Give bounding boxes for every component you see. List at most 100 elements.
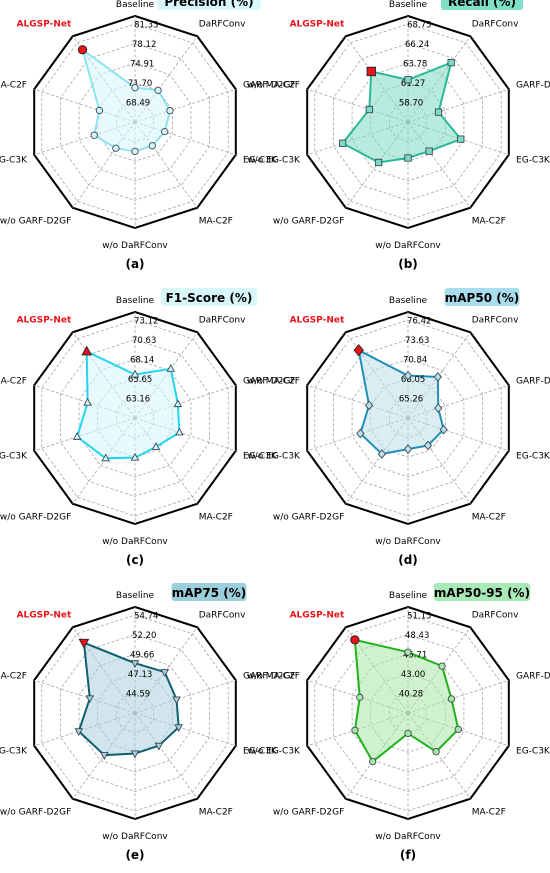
radar-axis-label: w/o EG-C3K bbox=[0, 747, 28, 757]
radar-tick-label: 68.49 bbox=[126, 99, 150, 109]
radar-axis-label: w/o GARF-D2GF bbox=[273, 513, 344, 523]
radar-point-baseline bbox=[130, 660, 140, 668]
chart-title: mAP50 (%) bbox=[445, 291, 519, 305]
radar-axis-label: w/o DaRFConv bbox=[375, 241, 441, 251]
radar-axis-label: Baseline bbox=[389, 591, 428, 601]
panel-label: (e) bbox=[125, 848, 144, 862]
radar-point-darfconv bbox=[154, 86, 162, 94]
radar-point-baseline bbox=[130, 369, 140, 378]
radar-gridline bbox=[78, 358, 192, 478]
radar-point-eg-c3k bbox=[439, 424, 448, 435]
radar-point-garf-d2gf bbox=[173, 399, 183, 408]
radar-axis-label: w/o MA-C2F bbox=[247, 80, 300, 90]
radar-gridline bbox=[60, 339, 210, 497]
radar-axis-label: MA-C2F bbox=[472, 217, 506, 227]
radar-tick-label: 73.12 bbox=[134, 317, 158, 327]
chart-title-background bbox=[160, 288, 258, 306]
radar-gridline bbox=[78, 62, 192, 182]
radar-point-baseline bbox=[404, 76, 412, 84]
radar-axis-label: EG-C3K bbox=[516, 156, 550, 166]
radar-panel-5: 44.59 47.13 49.66 52.20 54.74 Baseline DaRFCon… bbox=[0, 583, 296, 862]
radar-axis-label: Baseline bbox=[389, 296, 428, 306]
chart-title-background bbox=[171, 583, 247, 601]
radar-point-ma-c2f bbox=[154, 742, 164, 751]
radar-point-w-o-darfconv bbox=[130, 750, 140, 759]
radar-tick-label: 44.59 bbox=[126, 690, 150, 700]
panel-label: (b) bbox=[398, 257, 418, 271]
radar-point-baseline bbox=[404, 648, 412, 656]
radar-axis-label: ALGSP-Net bbox=[17, 610, 72, 620]
radar-point-darfconv bbox=[166, 364, 176, 372]
radar-point-w-o-darfconv bbox=[130, 452, 140, 461]
radar-point-algsp-net bbox=[78, 638, 90, 649]
radar-axis-label: ALGSP-Net bbox=[290, 610, 345, 620]
radar-point-darfconv bbox=[160, 669, 170, 677]
radar-point-eg-c3k bbox=[161, 128, 169, 136]
radar-point-w-o-ma-c2f bbox=[83, 397, 92, 406]
chart-title: mAP75 (%) bbox=[172, 586, 246, 600]
radar-point-w-o-ma-c2f bbox=[85, 695, 95, 704]
radar-axis-label: EG-C3K bbox=[243, 156, 278, 166]
chart-title: F1-Score (%) bbox=[166, 291, 253, 305]
radar-point-algsp-net bbox=[350, 635, 360, 645]
chart-title: mAP50-95 (%) bbox=[434, 586, 530, 600]
radar-point-w-o-garf-d2gf bbox=[101, 453, 110, 462]
radar-tick-label: 61.27 bbox=[401, 79, 425, 89]
radar-point-w-o-darfconv bbox=[404, 729, 412, 738]
radar-panel-6: 40.28 43.00 45.71 48.43 51.15 Baseline DaRFCon… bbox=[247, 583, 550, 862]
radar-point-w-o-darfconv bbox=[403, 444, 413, 454]
radar-point-baseline bbox=[131, 84, 139, 92]
radar-point-w-o-eg-c3k bbox=[356, 428, 365, 439]
radar-tick-label: 68.75 bbox=[407, 21, 431, 31]
radar-point-algsp-net bbox=[81, 345, 93, 356]
radar-axis-label: MA-C2F bbox=[199, 217, 233, 227]
radar-series-area bbox=[75, 349, 181, 460]
radar-axis-label: w/o DaRFConv bbox=[102, 241, 168, 251]
radar-point-garf-d2gf bbox=[166, 106, 174, 115]
radar-point-w-o-ma-c2f bbox=[356, 693, 364, 701]
radar-axis-label: w/o GARF-D2GF bbox=[273, 217, 344, 227]
radar-point-garf-d2gf bbox=[172, 696, 181, 705]
radar-panel-1: 68.49 71.70 74.91 78.12 81.33 Baseline DaRFCon… bbox=[0, 0, 296, 271]
radar-point-w-o-ma-c2f bbox=[365, 105, 373, 114]
radar-point-w-o-ma-c2f bbox=[364, 400, 374, 411]
radar-axis-label: EG-C3K bbox=[516, 747, 550, 757]
radar-tick-label: 63.78 bbox=[403, 60, 427, 70]
radar-point-w-o-darfconv bbox=[404, 154, 412, 162]
chart-title: Precision (%) bbox=[164, 0, 253, 9]
radar-axis-label: GARF-D2GF bbox=[516, 80, 550, 90]
radar-tick-label: 68.14 bbox=[130, 356, 154, 366]
chart-title-background bbox=[433, 583, 531, 601]
radar-axis-label: DaRFConv bbox=[472, 315, 519, 325]
radar-axis-label: GARF-D2GF bbox=[516, 376, 550, 386]
panel-label: (c) bbox=[126, 553, 144, 567]
radar-axis-label: w/o DaRFConv bbox=[102, 832, 168, 842]
radar-tick-label: 48.43 bbox=[405, 631, 429, 641]
radar-axis-label: w/o DaRFConv bbox=[375, 537, 441, 547]
radar-tick-label: 45.71 bbox=[403, 651, 427, 661]
radar-tick-label: 58.70 bbox=[399, 99, 423, 109]
radar-axis-label: MA-C2F bbox=[472, 808, 506, 818]
radar-gridline bbox=[333, 634, 483, 792]
radar-tick-label: 65.26 bbox=[399, 395, 423, 405]
radar-axis-label: DaRFConv bbox=[472, 610, 519, 620]
radar-axis-label: w/o MA-C2F bbox=[0, 80, 27, 90]
radar-axis-label: Baseline bbox=[116, 0, 155, 10]
radar-point-algsp-net bbox=[77, 45, 88, 55]
radar-gridline bbox=[333, 43, 483, 201]
radar-point-algsp-net bbox=[366, 66, 376, 77]
radar-axis-label: DaRFConv bbox=[199, 315, 246, 325]
radar-point-eg-c3k bbox=[174, 724, 183, 732]
radar-point-w-o-ma-c2f bbox=[95, 106, 104, 115]
radar-point-baseline bbox=[403, 370, 413, 381]
radar-point-w-o-eg-c3k bbox=[74, 728, 84, 737]
radar-tick-label: 66.24 bbox=[405, 40, 429, 50]
radar-tick-label: 43.00 bbox=[401, 670, 425, 680]
radar-tick-label: 65.65 bbox=[128, 375, 152, 385]
radar-tick-label: 68.05 bbox=[401, 375, 425, 385]
radar-axis-label: ALGSP-Net bbox=[17, 315, 72, 325]
radar-axis-label: w/o MA-C2F bbox=[247, 671, 300, 681]
radar-axis-label: GARF-D2GF bbox=[516, 671, 550, 681]
radar-tick-label: 63.16 bbox=[126, 395, 150, 405]
